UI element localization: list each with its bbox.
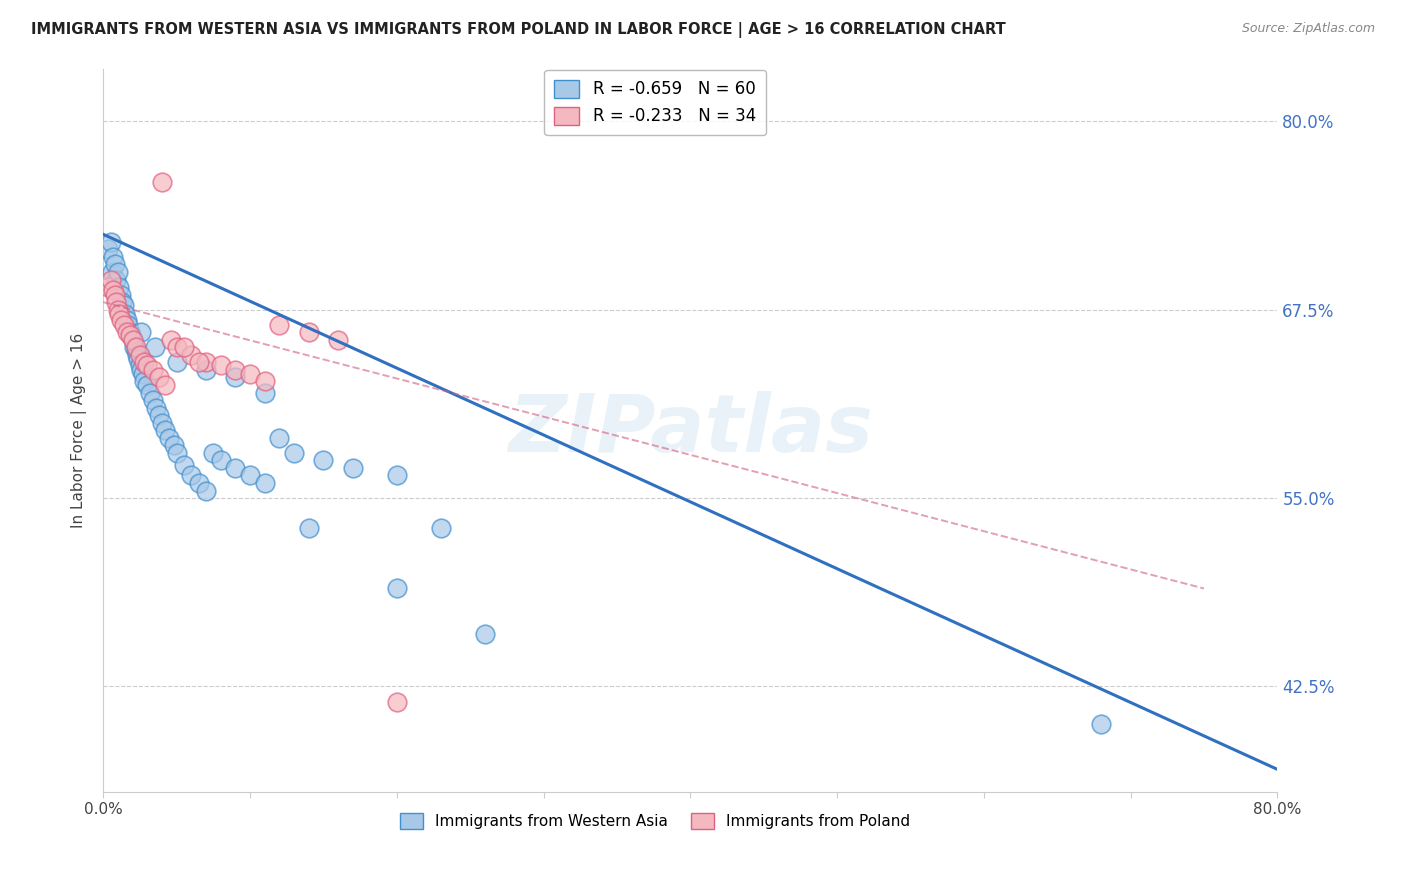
Point [166,446,188,460]
Point [134,355,156,369]
Point [97,280,120,294]
Point [143,340,166,354]
Point [142,393,165,408]
Point [108,307,131,321]
Point [139,385,162,400]
Point [157,431,180,445]
Point [239,368,262,382]
Text: Source: ZipAtlas.com: Source: ZipAtlas.com [1241,22,1375,36]
Point [121,333,143,347]
Point [1090,717,1112,731]
Point [127,352,149,367]
Point [173,458,195,472]
Point [224,461,246,475]
Point [385,468,408,483]
Point [148,408,170,422]
Point [114,307,136,321]
Point [136,359,159,373]
Point [166,355,188,369]
Point [115,326,138,340]
Point [134,374,156,388]
Point [385,582,408,596]
Point [105,295,128,310]
Point [136,378,159,392]
Point [159,333,181,347]
Point [253,374,276,388]
Point [430,521,453,535]
Point [194,363,217,377]
Point [100,235,122,249]
Point [124,340,146,354]
Point [180,468,202,483]
Point [107,302,129,317]
Point [117,318,139,332]
Point [474,626,496,640]
Point [253,475,276,490]
Point [173,340,195,354]
Point [112,298,135,312]
Point [209,359,232,373]
Point [129,359,152,373]
Point [101,265,124,279]
Point [180,348,202,362]
Y-axis label: In Labor Force | Age > 16: In Labor Force | Age > 16 [72,333,87,528]
Point [153,378,176,392]
Point [111,295,134,310]
Point [298,326,321,340]
Point [118,328,141,343]
Point [103,250,125,264]
Point [224,370,246,384]
Point [107,265,129,279]
Point [385,694,408,708]
Point [132,368,155,382]
Point [166,340,188,354]
Point [153,423,176,437]
Point [118,326,141,340]
Point [148,370,170,384]
Point [125,348,148,362]
Point [150,416,173,430]
Point [104,257,127,271]
Point [239,468,262,483]
Point [142,363,165,377]
Point [131,326,153,340]
Point [121,333,143,347]
Point [187,475,209,490]
Point [326,333,349,347]
Point [269,431,291,445]
Point [194,355,217,369]
Point [224,363,246,377]
Point [187,355,209,369]
Point [298,521,321,535]
Point [129,348,152,362]
Point [194,483,217,498]
Point [163,438,186,452]
Point [120,328,142,343]
Point [202,446,225,460]
Point [269,318,291,332]
Point [283,446,305,460]
Legend: Immigrants from Western Asia, Immigrants from Poland: Immigrants from Western Asia, Immigrants… [394,806,917,835]
Point [105,272,128,286]
Point [342,461,364,475]
Point [115,313,138,327]
Point [100,272,122,286]
Point [124,343,146,358]
Point [312,453,335,467]
Text: ZIPatlas: ZIPatlas [508,392,873,469]
Point [150,175,173,189]
Point [110,313,132,327]
Text: IMMIGRANTS FROM WESTERN ASIA VS IMMIGRANTS FROM POLAND IN LABOR FORCE | AGE > 16: IMMIGRANTS FROM WESTERN ASIA VS IMMIGRAN… [31,22,1005,38]
Point [104,287,127,301]
Point [209,453,232,467]
Point [112,318,135,332]
Point [110,287,132,301]
Point [103,283,125,297]
Point [253,385,276,400]
Point [145,401,167,415]
Point [131,363,153,377]
Point [122,340,145,354]
Point [97,243,120,257]
Point [108,280,131,294]
